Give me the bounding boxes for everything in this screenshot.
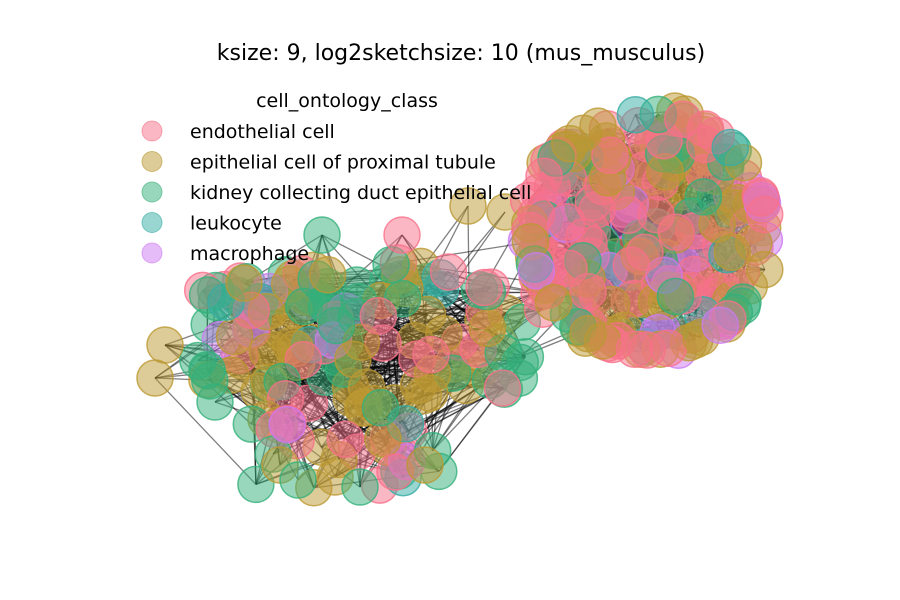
graph-node [684, 178, 723, 216]
graph-node [649, 329, 687, 368]
graph-node [637, 195, 675, 234]
graph-node [383, 216, 421, 254]
graph-node [525, 157, 563, 196]
graph-node [146, 326, 184, 364]
graph-node [616, 95, 655, 134]
graph-node [468, 309, 507, 348]
graph-node [359, 297, 398, 335]
graph-node [449, 187, 487, 225]
graph-edge [154, 377, 257, 485]
graph-node [615, 330, 654, 368]
graph-node [136, 359, 174, 397]
graph-node [517, 251, 556, 290]
graph-node [279, 461, 317, 499]
graph-node [550, 249, 588, 288]
graph-node [746, 250, 784, 289]
legend-label: endothelial cell [190, 121, 335, 143]
graph-node [583, 322, 622, 360]
graph-node [664, 100, 702, 138]
legend-label: macrophage [190, 243, 309, 265]
graph-node [308, 256, 347, 294]
graph-node [225, 264, 263, 302]
legend-title: cell_ontology_class [256, 90, 438, 112]
legend-label: kidney collecting duct epithelial cell [190, 182, 531, 204]
graph-node [465, 268, 503, 307]
graph-node [268, 405, 306, 444]
graph-node [326, 420, 365, 458]
graph-node [701, 306, 739, 345]
node-layer [136, 92, 784, 507]
legend-marker [141, 242, 163, 264]
graph-node [410, 374, 449, 412]
chart-title: ksize: 9, log2sketchsize: 10 (mus_muscul… [217, 41, 705, 66]
graph-node [591, 136, 629, 174]
graph-node [742, 179, 780, 217]
legend-label: leukocyte [190, 213, 282, 235]
graph-node [429, 253, 468, 291]
legend-marker [141, 151, 163, 172]
graph-node [341, 468, 379, 506]
graph-node [303, 216, 341, 254]
legend-marker [141, 181, 163, 203]
graph-node [412, 335, 450, 374]
graph-node [612, 246, 651, 285]
legend-marker [141, 120, 163, 142]
graph-node [483, 369, 522, 407]
legend-label: epithelial cell of proximal tubule [190, 152, 496, 174]
graph-node [534, 283, 573, 322]
graph-node [248, 333, 287, 371]
graph-node [656, 277, 695, 316]
graph-node [317, 306, 356, 345]
legend: cell_ontology_class endothelial cell epit… [141, 90, 531, 265]
graph-node [196, 383, 234, 421]
graph-node [361, 389, 400, 427]
legend-marker [141, 212, 163, 233]
graph-node [551, 124, 589, 163]
graph-node [406, 446, 444, 484]
graph-node [711, 128, 750, 167]
